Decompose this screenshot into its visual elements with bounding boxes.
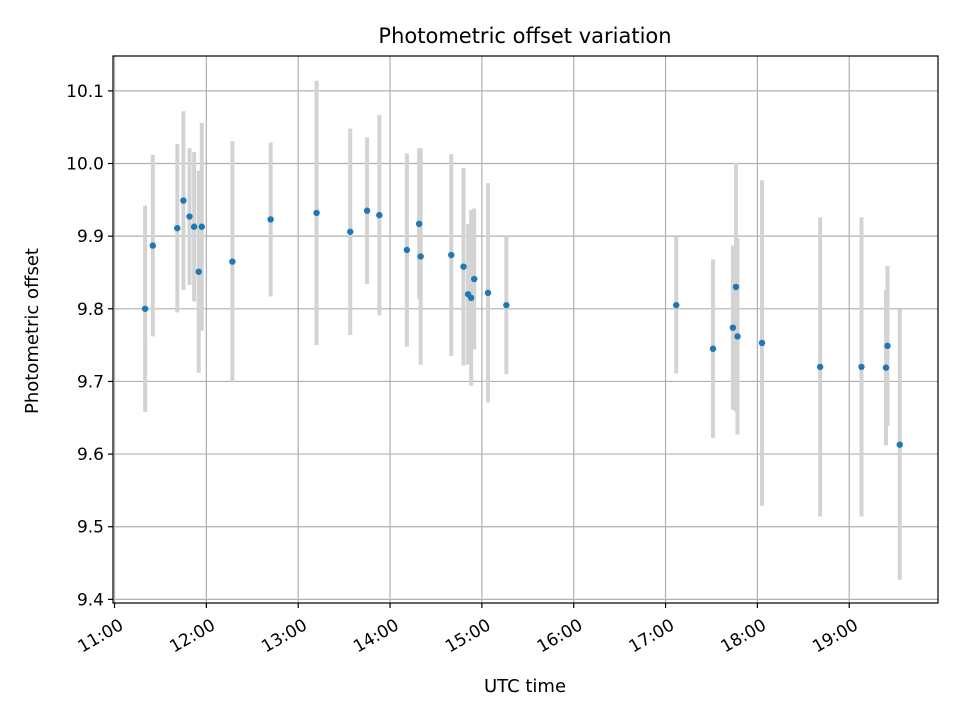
data-point bbox=[141, 305, 149, 312]
data-point bbox=[709, 345, 717, 352]
data-point bbox=[198, 223, 205, 230]
data-point bbox=[403, 246, 411, 254]
data-point bbox=[229, 258, 236, 265]
y-axis-label: Photometric offset bbox=[22, 248, 43, 414]
data-point bbox=[347, 228, 354, 235]
data-point bbox=[729, 324, 737, 331]
data-point bbox=[174, 224, 181, 232]
data-point bbox=[267, 216, 274, 223]
data-point bbox=[313, 209, 320, 217]
data-point bbox=[376, 211, 383, 219]
y-tick-label: 9.8 bbox=[77, 300, 104, 320]
y-tick-label: 10.0 bbox=[66, 155, 104, 175]
data-point bbox=[471, 275, 478, 283]
grid-layer bbox=[113, 56, 938, 603]
data-point bbox=[503, 301, 510, 309]
data-point bbox=[858, 363, 865, 371]
x-axis-label: UTC time bbox=[484, 676, 566, 697]
data-point bbox=[758, 339, 766, 347]
data-point bbox=[896, 441, 903, 448]
data-point bbox=[734, 333, 741, 340]
data-point bbox=[149, 242, 156, 249]
plot-frame bbox=[112, 55, 939, 604]
data-point bbox=[484, 289, 492, 297]
data-point bbox=[673, 301, 680, 309]
y-tick-label: 9.5 bbox=[77, 518, 104, 538]
data-point bbox=[195, 268, 202, 275]
y-tick-label: 9.9 bbox=[77, 227, 104, 247]
y-tick-label: 9.7 bbox=[77, 372, 104, 392]
data-point bbox=[190, 223, 198, 230]
data-point bbox=[816, 363, 824, 371]
y-axis-ticks: 9.4 9.5 9.6 9.7 9.8 9.9 10.0 10.1 bbox=[66, 82, 113, 610]
data-point bbox=[180, 197, 187, 204]
data-point bbox=[363, 207, 371, 214]
data-point bbox=[448, 251, 455, 259]
data-point bbox=[186, 213, 193, 220]
data-point bbox=[732, 283, 740, 291]
data-point bbox=[884, 342, 891, 350]
data-point bbox=[467, 294, 475, 302]
y-tick-label: 9.6 bbox=[77, 445, 104, 465]
chart-title: Photometric offset variation bbox=[378, 24, 671, 48]
y-tick-label: 9.4 bbox=[77, 590, 104, 610]
data-point bbox=[415, 220, 423, 228]
data-point bbox=[882, 364, 890, 371]
data-point bbox=[417, 253, 424, 260]
point-layer bbox=[141, 197, 903, 448]
y-tick-label: 10.1 bbox=[66, 82, 104, 102]
data-point bbox=[460, 263, 467, 270]
